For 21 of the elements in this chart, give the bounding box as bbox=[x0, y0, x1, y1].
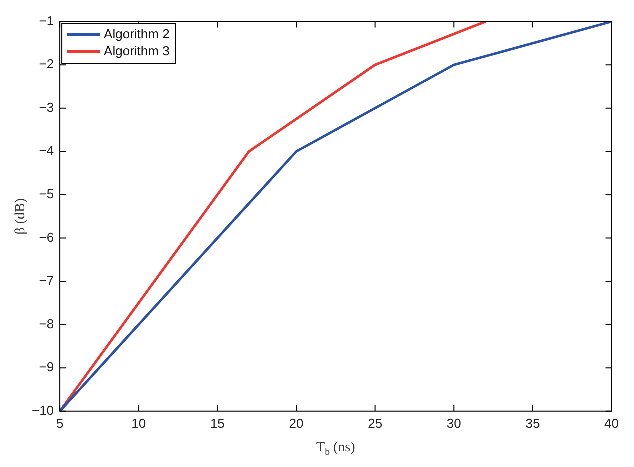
y-axis-title: β (dB) bbox=[14, 198, 29, 235]
x-tick-label: 15 bbox=[210, 416, 225, 431]
y-tick-label: −8 bbox=[39, 316, 54, 332]
x-tick-label: 40 bbox=[604, 416, 620, 431]
y-tick-label: −1 bbox=[39, 13, 54, 28]
y-tick-label: −7 bbox=[39, 273, 54, 288]
x-tick-label: 35 bbox=[526, 416, 540, 431]
y-tick-label: −3 bbox=[39, 100, 54, 115]
x-tick-label: 10 bbox=[132, 416, 146, 431]
y-tick-label: −10 bbox=[32, 402, 54, 418]
y-tick-label: −6 bbox=[39, 230, 54, 245]
legend-label: Algorithm 3 bbox=[104, 43, 170, 58]
x-tick-label: 30 bbox=[446, 416, 462, 431]
y-tick-label: −2 bbox=[39, 56, 54, 72]
y-tick-label: −5 bbox=[39, 186, 54, 202]
x-tick-label: 20 bbox=[289, 416, 304, 431]
y-tick-label: −9 bbox=[39, 360, 54, 375]
legend-label: Algorithm 2 bbox=[104, 26, 170, 42]
y-tick-label: −4 bbox=[39, 143, 54, 158]
x-tick-label: 25 bbox=[368, 416, 383, 431]
x-tick-label: 5 bbox=[56, 416, 64, 431]
